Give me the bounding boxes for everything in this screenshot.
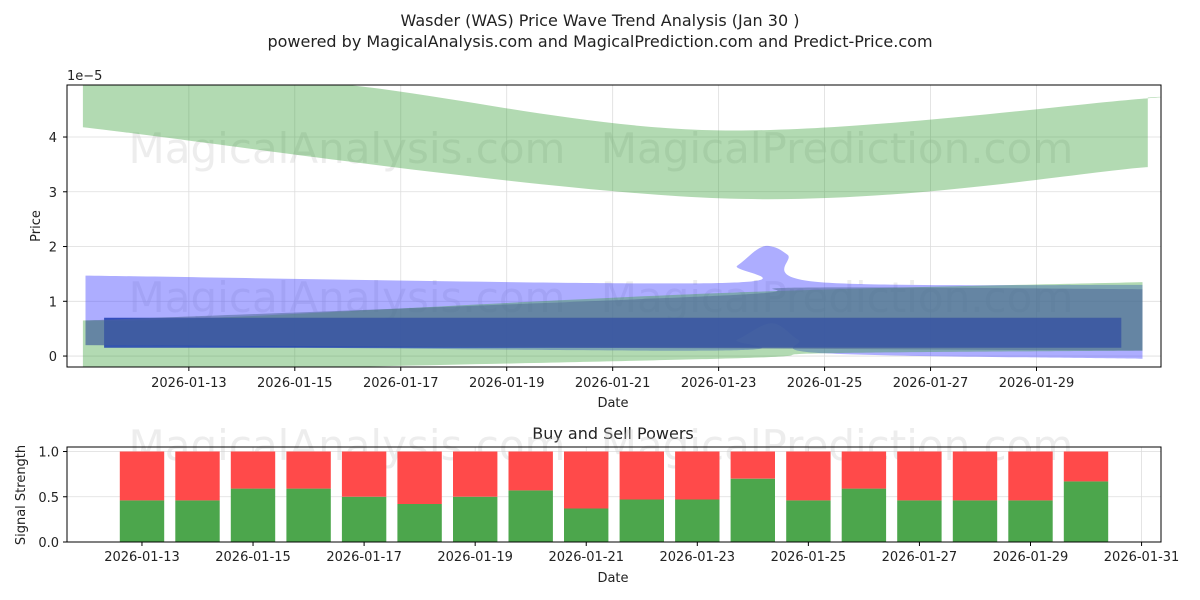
signal-x-tick-label: 2026-01-15 <box>215 550 291 565</box>
price-x-tick-label: 2026-01-21 <box>575 376 651 391</box>
signal-x-tick-label: 2026-01-17 <box>326 550 402 565</box>
buy-bar <box>286 488 331 542</box>
watermark-right-bottom: MagicalPrediction.com <box>601 421 1074 470</box>
sell-bar <box>230 451 276 489</box>
green-upper-band <box>82 85 1161 200</box>
buy-bar <box>119 500 165 542</box>
chart-subtitle: powered by MagicalAnalysis.com and Magic… <box>267 32 932 51</box>
y-scale-label: 1e−5 <box>67 69 102 84</box>
signal-x-tick-label: 2026-01-21 <box>548 550 624 565</box>
buy-bar <box>619 499 664 542</box>
signal-x-tick-label: 2026-01-19 <box>437 550 513 565</box>
sell-bar <box>786 451 831 501</box>
buy-bar <box>175 500 220 542</box>
buy-bar <box>230 488 276 542</box>
buy-bar <box>1008 500 1053 542</box>
price-x-axis-label: Date <box>597 396 628 411</box>
signal-x-tick-label: 2026-01-25 <box>771 550 847 565</box>
signal-y-axis-label: Signal Strength <box>14 445 29 545</box>
buy-bar <box>508 490 553 542</box>
signal-x-tick-label: 2026-01-27 <box>882 550 958 565</box>
price-y-tick-label: 0 <box>49 350 57 365</box>
buy-bar <box>730 478 775 542</box>
price-y-ticks: 0 1 2 3 4 <box>49 131 67 365</box>
chart-title: Wasder (WAS) Price Wave Trend Analysis (… <box>401 11 800 30</box>
sell-bar <box>1063 451 1109 482</box>
sell-bar <box>619 451 664 500</box>
sell-bar <box>564 451 609 509</box>
price-x-ticks: 2026-01-13 2026-01-15 2026-01-17 2026-01-19… <box>151 367 1074 391</box>
sell-bar <box>841 451 887 489</box>
price-x-tick-label: 2026-01-19 <box>469 376 545 391</box>
price-y-axis-label: Price <box>29 210 44 242</box>
price-y-tick-label: 4 <box>49 131 57 146</box>
price-y-tick-label: 2 <box>49 241 57 256</box>
signal-plot-frame <box>66 446 1162 543</box>
sell-bar <box>175 451 220 501</box>
sell-bar <box>952 451 998 501</box>
sell-bar <box>508 451 553 491</box>
buy-bar <box>341 496 387 542</box>
signal-y-ticks: 0.0 0.5 1.0 <box>38 446 67 551</box>
signal-bars <box>119 451 1109 542</box>
price-y-tick-label: 1 <box>49 295 57 310</box>
sell-bar <box>286 451 331 489</box>
signal-x-tick-label: 2026-01-23 <box>660 550 736 565</box>
price-x-tick-label: 2026-01-17 <box>363 376 439 391</box>
signal-y-tick-label: 0.0 <box>38 536 59 551</box>
price-x-tick-label: 2026-01-23 <box>681 376 757 391</box>
buy-bar <box>786 500 831 542</box>
price-plot-frame <box>66 84 1162 368</box>
price-x-tick-label: 2026-01-13 <box>151 376 227 391</box>
price-x-tick-label: 2026-01-15 <box>257 376 333 391</box>
buy-bar <box>564 508 609 542</box>
buy-bar <box>397 504 442 542</box>
signal-panel: Buy and Sell Powers MagicalAnalysis.com … <box>14 421 1179 586</box>
signal-x-tick-label: 2026-01-29 <box>993 550 1069 565</box>
signal-x-axis-label: Date <box>597 571 628 586</box>
sell-bar <box>730 451 775 479</box>
sell-bar <box>397 451 442 504</box>
buy-bar <box>841 488 887 542</box>
watermark-right-top: MagicalPrediction.com <box>601 124 1074 173</box>
watermark-left-top: MagicalAnalysis.com <box>129 124 566 173</box>
sell-bar <box>341 451 387 497</box>
price-x-tick-label: 2026-01-27 <box>893 376 969 391</box>
sell-bar <box>675 451 720 500</box>
buy-bar <box>1063 481 1109 542</box>
signal-x-tick-label: 2026-01-31 <box>1104 550 1180 565</box>
sell-bar <box>453 451 498 497</box>
price-bands <box>82 85 1161 367</box>
price-panel: MagicalAnalysis.com MagicalPrediction.co… <box>29 69 1162 411</box>
price-y-tick-label: 3 <box>49 186 57 201</box>
buy-bar <box>952 500 998 542</box>
buy-bar <box>453 496 498 542</box>
sell-bar <box>897 451 942 501</box>
signal-title: Buy and Sell Powers <box>532 424 694 443</box>
sell-bar <box>119 451 165 501</box>
sell-bar <box>1008 451 1053 501</box>
price-x-tick-label: 2026-01-25 <box>787 376 863 391</box>
signal-x-ticks: 2026-01-13 2026-01-15 2026-01-17 2026-01-19… <box>104 542 1179 565</box>
buy-bar <box>675 499 720 542</box>
buy-bar <box>897 500 942 542</box>
signal-x-tick-label: 2026-01-13 <box>104 550 180 565</box>
signal-y-tick-label: 0.5 <box>38 491 59 506</box>
slate-overlay-band <box>85 287 1143 351</box>
price-x-tick-label: 2026-01-29 <box>999 376 1075 391</box>
signal-y-tick-label: 1.0 <box>38 446 59 461</box>
